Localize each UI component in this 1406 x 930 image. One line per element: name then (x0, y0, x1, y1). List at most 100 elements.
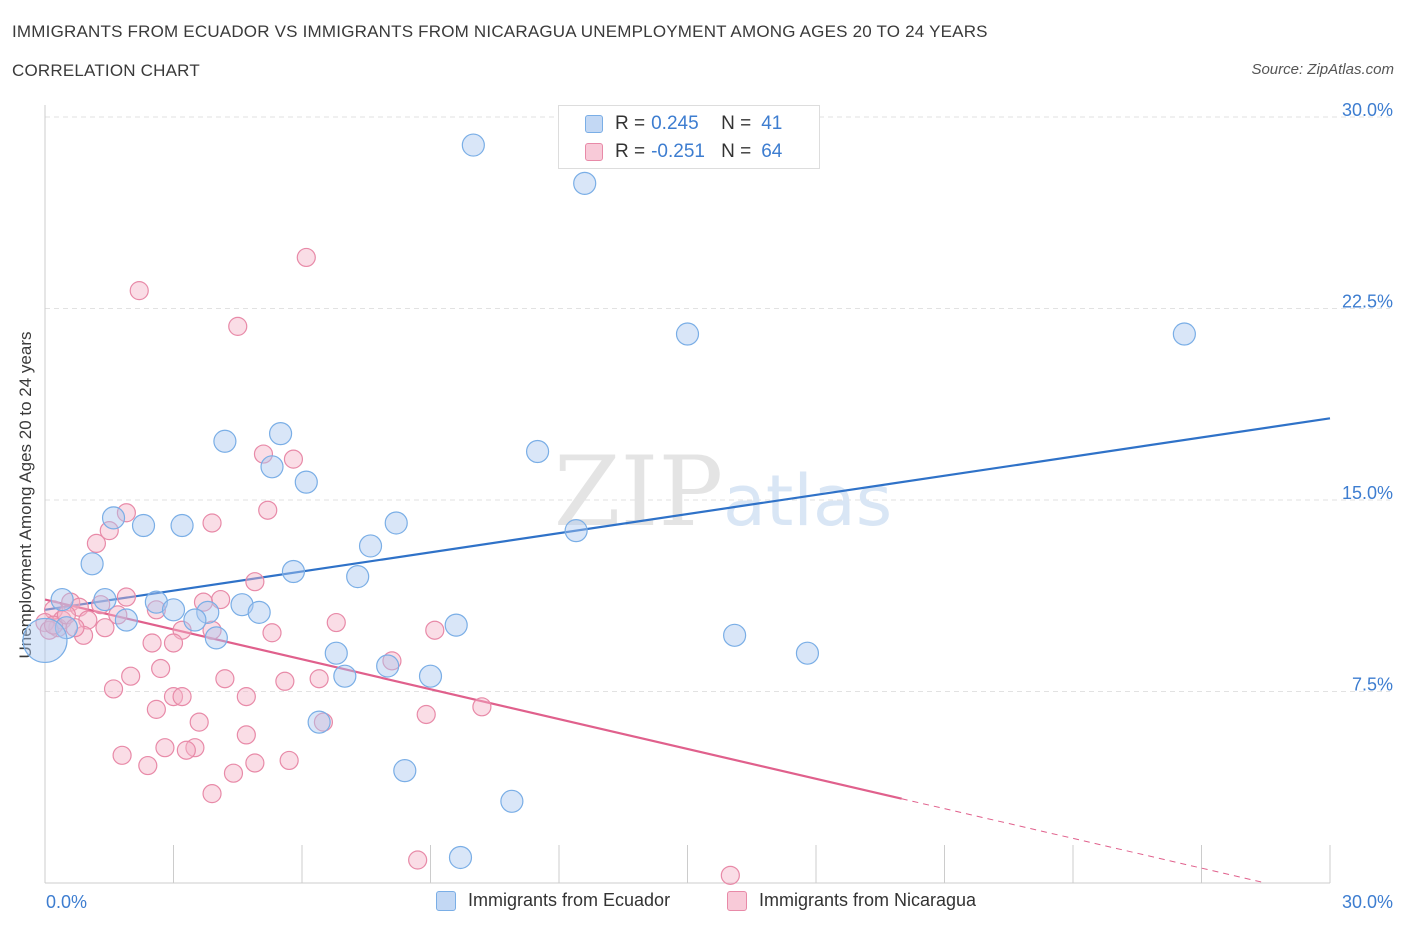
ecuador-point (131, 513, 156, 538)
ecuador-point (144, 590, 168, 614)
nicaragua-point (245, 572, 265, 592)
r-label: R = (615, 113, 646, 134)
ecuador-point (213, 429, 237, 453)
nicaragua-point (142, 633, 162, 653)
n-label: N = (721, 113, 752, 134)
r-value-nicaragua: -0.251 (651, 141, 705, 162)
nicaragua-legend-swatch (727, 890, 747, 911)
ecuador-point (93, 587, 117, 612)
nicaragua-point (121, 666, 141, 686)
ecuador-point (675, 322, 700, 346)
ecuador-point (101, 506, 126, 530)
nicaragua-point (279, 750, 299, 771)
nicaragua-point (228, 316, 248, 336)
nicaragua-point (309, 669, 329, 689)
ecuador-point (346, 564, 370, 589)
nicaragua-point (95, 618, 115, 638)
nicaragua-point (215, 669, 235, 689)
nicaragua-point (245, 753, 265, 773)
n-value-ecuador: 41 (761, 113, 783, 134)
ecuador-point (376, 654, 400, 678)
watermark-atlas: atlas (723, 460, 892, 542)
nicaragua-point (258, 500, 278, 520)
ecuador-point (795, 641, 820, 665)
n-label: N = (721, 141, 752, 162)
legend-item-nicaragua[interactable]: Immigrants from Nicaragua (727, 890, 976, 911)
nicaragua-point (720, 865, 740, 885)
ecuador-point (204, 626, 228, 650)
nicaragua-point (155, 738, 175, 758)
y-tick-label: 30.0% (1342, 100, 1393, 120)
nicaragua-point (138, 755, 158, 776)
y-tick-label: 7.5% (1352, 675, 1393, 695)
ecuador-point (114, 608, 138, 632)
ecuador-point (247, 600, 271, 624)
nicaragua-point (326, 612, 346, 633)
legend-item-ecuador[interactable]: Immigrants from Ecuador (436, 890, 670, 911)
r-value-ecuador: 0.245 (651, 113, 699, 134)
ecuador-point (500, 789, 524, 813)
nicaragua-point (116, 587, 136, 607)
nicaragua-trend-extension (901, 798, 1266, 884)
source-note: Source: ZipAtlas.com (1251, 61, 1394, 78)
nicaragua-point (116, 503, 136, 523)
ecuador-point (384, 511, 408, 535)
trend-lines (44, 417, 1331, 884)
nicaragua-point (262, 623, 282, 643)
ecuador-point (196, 600, 220, 624)
y-tick-label: 22.5% (1342, 292, 1393, 312)
legend-row-nicaragua: R = -0.251 N = 64 (585, 138, 782, 166)
ecuador-point (1172, 322, 1196, 346)
data-points (22, 133, 1196, 885)
ecuador-legend-swatch (436, 890, 456, 911)
axes (44, 105, 1331, 884)
nicaragua-point (151, 658, 171, 679)
ecuador-point (161, 598, 186, 622)
nicaragua-point (472, 697, 492, 717)
nicaragua-point (275, 671, 295, 691)
legend-row-ecuador: R = 0.245 N = 41 (585, 110, 782, 138)
ecuador-point (324, 641, 348, 665)
ecuador-point (268, 422, 293, 446)
ecuador-point (573, 171, 597, 195)
legend-label-nicaragua: Immigrants from Nicaragua (759, 890, 977, 910)
ecuador-swatch (585, 115, 603, 133)
nicaragua-point (202, 513, 222, 533)
nicaragua-point (296, 247, 316, 268)
nicaragua-point (236, 725, 256, 745)
nicaragua-point (408, 850, 428, 870)
ecuador-point (444, 613, 468, 637)
nicaragua-point (236, 687, 256, 707)
ecuador-point (230, 593, 254, 617)
ecuador-point (461, 133, 485, 157)
nicaragua-point (65, 618, 85, 638)
nicaragua-point (108, 605, 128, 625)
nicaragua-point (112, 745, 132, 765)
ecuador-point (418, 664, 443, 688)
tick-labels: 7.5% 15.0% 22.5% 30.0% 0.0% 30.0% (46, 100, 1393, 912)
ecuador-point (723, 623, 747, 647)
nicaragua-point (425, 620, 445, 640)
nicaragua-trend-line (44, 598, 902, 800)
nicaragua-swatch (585, 143, 603, 161)
nicaragua-point (202, 784, 222, 804)
ecuador-point (294, 470, 318, 494)
nicaragua-point (172, 687, 192, 707)
nicaragua-point (86, 533, 107, 554)
nicaragua-point (189, 712, 209, 732)
watermark: ZIPatlas (554, 436, 892, 548)
nicaragua-point (103, 679, 124, 699)
r-label: R = (615, 141, 646, 162)
nicaragua-point (202, 620, 222, 640)
nicaragua-point (91, 595, 111, 615)
nicaragua-point (129, 281, 149, 301)
ecuador-point (50, 587, 74, 612)
nicaragua-point (253, 444, 274, 464)
chart-subtitle: CORRELATION CHART (12, 61, 200, 80)
chart-title: IMMIGRANTS FROM ECUADOR VS IMMIGRANTS FR… (12, 22, 988, 41)
nicaragua-point (382, 651, 402, 671)
ecuador-point (393, 759, 417, 783)
ecuador-point (358, 534, 383, 558)
ecuador-trend-line (44, 417, 1331, 611)
